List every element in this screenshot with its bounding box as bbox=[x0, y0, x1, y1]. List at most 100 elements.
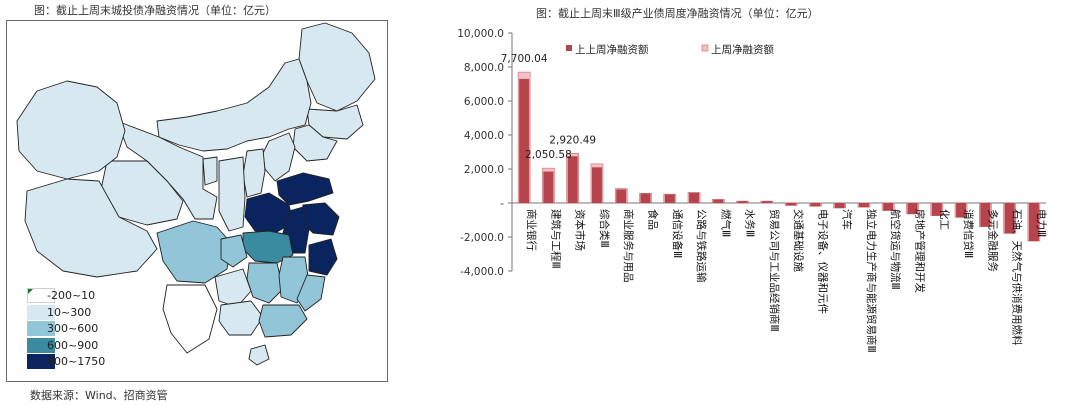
data-label: 2,050.58 bbox=[525, 149, 572, 161]
province-shaanxi bbox=[218, 156, 246, 232]
y-tick-label: -2,000.0 bbox=[460, 232, 504, 244]
data-label: 2,920.49 bbox=[549, 134, 596, 146]
province-liaoning bbox=[292, 124, 338, 162]
y-tick-label: 2,000.0 bbox=[464, 164, 504, 176]
category-label: 化工 bbox=[938, 209, 951, 230]
bar-week-before-last bbox=[737, 201, 748, 203]
province-shanxi bbox=[242, 148, 266, 198]
category-label: 汽车 bbox=[841, 209, 854, 230]
bar-week-before-last bbox=[931, 203, 942, 216]
bar-week-before-last bbox=[664, 194, 675, 203]
category-label: 消费信贷Ⅲ bbox=[962, 209, 975, 258]
province-yunnan bbox=[162, 284, 218, 354]
province-shandong bbox=[276, 172, 334, 206]
bar-week-before-last bbox=[543, 171, 554, 203]
legend-row: 900~1750 bbox=[27, 353, 137, 370]
legend-label-week-before-last: 上上周净融资额 bbox=[575, 43, 649, 56]
category-label: 建筑与工程Ⅲ bbox=[549, 209, 562, 269]
province-hunan bbox=[246, 262, 284, 304]
legend-swatch bbox=[27, 288, 55, 303]
legend-label: 300~600 bbox=[47, 322, 99, 335]
y-tick-label: - bbox=[500, 198, 504, 210]
bar-week-before-last bbox=[980, 203, 991, 227]
map-legend: -200~10 10~300 300~600 600~900 900~1750 bbox=[27, 287, 137, 370]
province-chongqing bbox=[220, 234, 248, 268]
category-label: 通信设备Ⅲ bbox=[671, 209, 684, 258]
category-label: 贸易公司与工业品经销商Ⅲ bbox=[768, 209, 781, 332]
source-note: 数据来源：Wind、招商资管 bbox=[30, 389, 168, 402]
legend-swatch bbox=[27, 337, 55, 353]
legend-swatch bbox=[27, 321, 55, 336]
legend-label: 900~1750 bbox=[47, 355, 106, 368]
legend-row: 300~600 bbox=[27, 320, 137, 337]
category-label: 燃气Ⅲ bbox=[719, 209, 732, 237]
province-zhejiang bbox=[308, 238, 338, 276]
bar-week-before-last bbox=[834, 203, 845, 209]
legend-row: 600~900 bbox=[27, 337, 137, 354]
bar-week-before-last bbox=[761, 201, 772, 203]
category-label: 电子设备、仪器和元件 bbox=[816, 209, 829, 314]
bar-week-before-last bbox=[689, 192, 700, 203]
legend-label: 600~900 bbox=[47, 338, 99, 352]
province-inner-mongolia bbox=[156, 58, 312, 152]
y-tick-label: 6,000.0 bbox=[464, 96, 504, 108]
province-hainan bbox=[248, 344, 270, 366]
province-guangdong bbox=[258, 304, 308, 338]
bar-week-before-last bbox=[858, 203, 869, 208]
category-label: 公路与铁路运输 bbox=[695, 209, 708, 283]
bar-week-before-last bbox=[519, 78, 530, 203]
legend-swatch-last-week bbox=[701, 44, 709, 52]
chart-caption: 图：截止上周末Ⅲ级产业债周度净融资情况（单位：亿元） bbox=[536, 7, 819, 20]
bar-week-before-last bbox=[640, 193, 651, 203]
category-label: 电力Ⅲ bbox=[1035, 209, 1048, 237]
category-label: 商业银行 bbox=[525, 209, 538, 251]
category-label: 食品 bbox=[647, 209, 660, 230]
legend-swatch bbox=[27, 304, 55, 320]
y-tick-label: 10,000.0 bbox=[457, 28, 504, 40]
province-hebei bbox=[262, 132, 296, 182]
bar-week-before-last bbox=[883, 203, 894, 211]
province-fujian bbox=[296, 274, 326, 312]
bar-week-before-last bbox=[591, 167, 602, 203]
province-xinjiang bbox=[16, 80, 126, 180]
province-sichuan bbox=[156, 220, 232, 284]
category-label: 商业服务与用品 bbox=[622, 209, 635, 283]
map-caption: 图：截止上周末城投债净融资情况（单位：亿元） bbox=[34, 4, 276, 17]
bar-week-before-last bbox=[956, 203, 967, 218]
china-map-panel: -200~10 10~300 300~600 600~900 900~1750 bbox=[6, 20, 388, 382]
y-tick-label: 4,000.0 bbox=[464, 130, 504, 142]
legend-swatch bbox=[27, 354, 55, 369]
province-guangxi bbox=[218, 300, 264, 336]
bar-week-before-last bbox=[713, 199, 724, 203]
china-map bbox=[16, 22, 376, 366]
legend-row: 10~300 bbox=[27, 304, 137, 321]
bar-week-before-last bbox=[616, 189, 627, 203]
province-tibet bbox=[24, 178, 158, 278]
legend-swatch-week-before-last bbox=[566, 45, 572, 51]
category-label: 房地产管理和开发 bbox=[914, 209, 927, 293]
net-financing-bar-chart: -4,000.0-2,000.0-2,000.04,000.06,000.08,… bbox=[457, 28, 1048, 353]
province-guizhou bbox=[214, 268, 252, 308]
category-label: 航空货运与物流Ⅲ bbox=[889, 209, 902, 290]
bar-week-before-last bbox=[1028, 203, 1039, 242]
category-label: 交通基础设施 bbox=[792, 209, 805, 272]
province-ningxia bbox=[202, 156, 218, 186]
bar-week-before-last bbox=[810, 203, 821, 207]
bar-week-before-last bbox=[567, 156, 578, 203]
legend-marker bbox=[28, 289, 33, 294]
category-label: 综合类Ⅲ bbox=[598, 209, 611, 248]
category-label: 多元金融服务 bbox=[986, 209, 999, 272]
category-label: 石油、天然气与供消费用燃料 bbox=[1011, 209, 1024, 346]
legend-label: -200~10 bbox=[47, 289, 96, 302]
legend-row: -200~10 bbox=[27, 287, 137, 304]
y-tick-label: 8,000.0 bbox=[464, 62, 504, 74]
bar-week-before-last bbox=[1004, 203, 1015, 234]
data-label: 7,700.04 bbox=[501, 53, 548, 65]
category-label: 水务Ⅲ bbox=[744, 209, 757, 237]
category-label: 独立电力生产商与能源贸易商Ⅲ bbox=[865, 209, 878, 353]
legend-label: 10~300 bbox=[47, 305, 92, 319]
category-label: 资本市场 bbox=[574, 209, 587, 251]
y-tick-label: -4,000.0 bbox=[460, 266, 504, 278]
legend-label-last-week: 上周净融资额 bbox=[711, 43, 774, 56]
bar-week-before-last bbox=[786, 203, 797, 206]
